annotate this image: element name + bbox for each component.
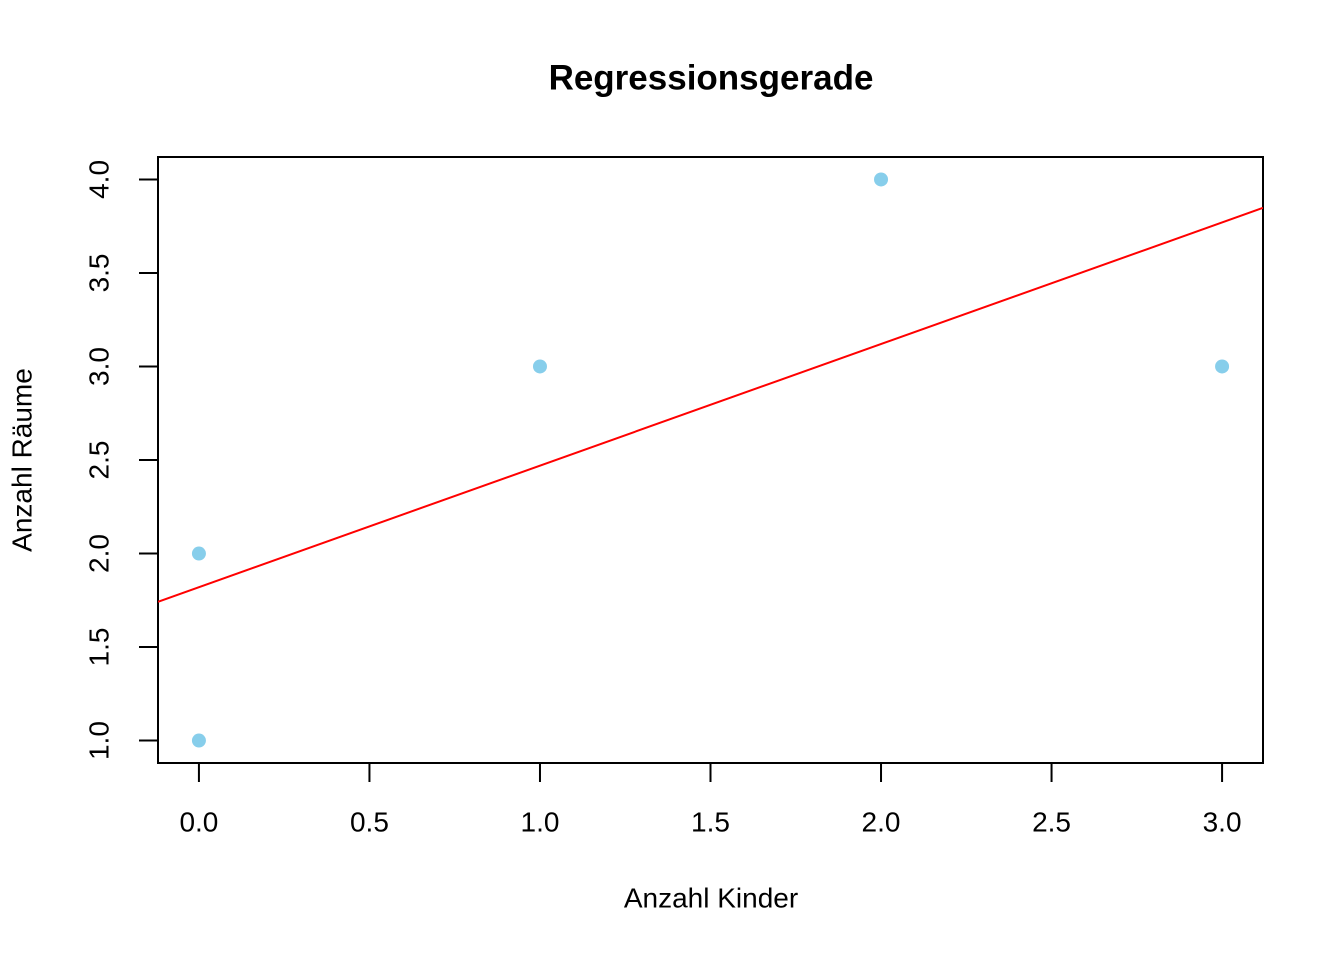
y-axis-label: Anzahl Räume [6, 368, 37, 552]
chart-title: Regressionsgerade [549, 58, 874, 97]
x-tick-label: 0.5 [350, 806, 389, 837]
point [874, 172, 889, 187]
point [191, 546, 206, 561]
point [1215, 359, 1230, 374]
point [191, 733, 206, 748]
y-tick-label: 1.5 [83, 628, 114, 667]
y-tick-label: 2.5 [83, 441, 114, 480]
y-tick-label: 3.0 [83, 347, 114, 386]
x-axis-label: Anzahl Kinder [624, 882, 798, 913]
x-tick-label: 2.0 [862, 806, 901, 837]
x-tick-label: 3.0 [1203, 806, 1242, 837]
y-tick-label: 3.5 [83, 253, 114, 292]
y-tick-label: 4.0 [83, 160, 114, 199]
x-tick-label: 1.0 [521, 806, 560, 837]
regression-line [158, 206, 1263, 603]
y-tick-label: 2.0 [83, 534, 114, 573]
y-tick-label: 1.0 [83, 721, 114, 760]
plot-frame [157, 156, 1264, 764]
x-tick-label: 2.5 [1032, 806, 1071, 837]
x-tick-label: 0.0 [179, 806, 218, 837]
x-tick-label: 1.5 [691, 806, 730, 837]
point [532, 359, 547, 374]
